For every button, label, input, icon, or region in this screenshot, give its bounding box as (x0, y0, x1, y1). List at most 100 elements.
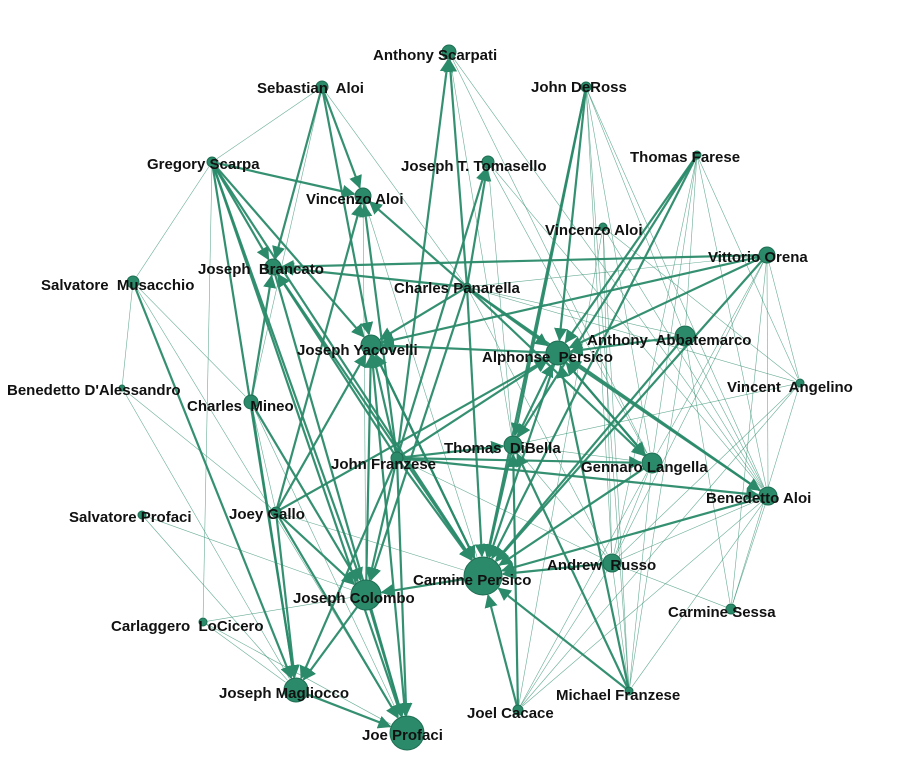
edge-franzese-colombo (365, 463, 397, 581)
node-panarella[interactable] (462, 282, 472, 292)
edge-michael-alphonse (556, 364, 630, 688)
thin-edge-abbatemarco-benedetto (689, 344, 764, 488)
node-orena[interactable] (758, 246, 776, 264)
node-label-langella: Gennaro Langella (581, 459, 708, 476)
edge-gallo-joe_profaci (277, 515, 399, 719)
edge-scarpa-vincenzo1 (216, 162, 356, 198)
node-yacovelli[interactable] (360, 334, 382, 356)
thin-edge-benedetto-sessa (732, 504, 766, 604)
thin-edge-farese-langella (653, 158, 697, 453)
thin-edge-farese-russo (613, 158, 697, 554)
node-label-panarella: Charles Panarella (394, 280, 521, 297)
edge-mineo-colombo (253, 407, 359, 583)
edge-benedetto-alphonse (567, 359, 762, 492)
node-farese[interactable] (692, 150, 702, 160)
node-label-orena: Vittorio Orena (708, 249, 808, 266)
node-label-gallo: Joey Gallo (229, 506, 305, 523)
edge-michael-carmine (497, 587, 627, 690)
edge-orena-brancato (280, 254, 760, 274)
thin-edge-scarpati-dibella (449, 58, 512, 436)
node-label-vincenzo1: Vincenzo Aloi (306, 191, 404, 208)
edge-sebastian_aloi-brancato (272, 92, 322, 260)
node-vincenzo1[interactable] (354, 187, 372, 205)
edge-colombo-magliocco (302, 606, 358, 681)
edge-cacace-dibella (506, 453, 521, 706)
node-scarpa[interactable] (206, 156, 218, 168)
node-abbatemarco[interactable] (674, 325, 696, 347)
edge-sebastian_aloi-vincenzo1 (323, 92, 362, 189)
thin-edge-dibella-langella (521, 445, 642, 462)
node-joe_profaci[interactable] (389, 715, 425, 751)
labels-layer: Anthony Scarpati Sebastian Aloi John DeRos… (7, 47, 853, 744)
edge-michael-dibella (516, 452, 629, 688)
node-dibella[interactable] (503, 435, 523, 455)
node-mineo[interactable] (243, 394, 259, 410)
node-label-carmine: Carmine Persico (413, 572, 531, 589)
node-scarpati[interactable] (441, 44, 457, 60)
thin-edge-panarella-angelino (470, 287, 796, 382)
node-tomasello[interactable] (481, 155, 495, 169)
thin-edge-sebastian_aloi-scarpa (216, 90, 318, 159)
node-label-russo: Andrew Russo (547, 557, 656, 574)
node-label-yacovelli: Joseph Yacovelli (297, 342, 418, 359)
edge-panarella-yacovelli (379, 288, 465, 341)
node-michael[interactable] (624, 686, 634, 696)
thin-edge-angelino-russo (618, 385, 798, 557)
node-label-franzese: John Franzese (331, 456, 436, 473)
thin-edge-mineo-gallo (252, 408, 275, 507)
thin-edge-dalessandro-magliocco (123, 390, 290, 679)
thin-edge-abbatemarco-sessa (686, 345, 731, 604)
edge-yacovelli-joe_profaci (370, 354, 411, 717)
node-gallo[interactable] (270, 506, 282, 518)
thin-edge-farese-abbatemarco (685, 158, 697, 326)
node-vincenzo2[interactable] (598, 222, 608, 232)
node-label-cacace: Joel Cacace (467, 705, 554, 722)
edge-orena-carmine (495, 260, 763, 562)
edge-dibella-alphonse (516, 363, 554, 438)
nodes-layer (118, 44, 805, 751)
node-langella[interactable] (641, 452, 663, 474)
node-dalessandro[interactable] (118, 384, 126, 392)
thin-edge-benedetto-cacace (522, 501, 762, 707)
edge-franzese-scarpati (396, 58, 454, 453)
edge-panarella-tomasello (466, 167, 492, 284)
thin-edge-orena-langella (657, 261, 764, 454)
node-franzese[interactable] (390, 451, 404, 465)
node-alphonse[interactable] (545, 340, 571, 366)
node-deross[interactable] (580, 81, 592, 93)
edge-scarpa-yacovelli (214, 165, 365, 338)
node-label-locicero: Carlaggero LoCicero (111, 618, 264, 635)
thin-edge-sebastian_aloi-mineo (252, 92, 321, 395)
node-benedetto[interactable] (758, 486, 778, 506)
node-sebastian_aloi[interactable] (315, 80, 329, 94)
node-sessa[interactable] (725, 603, 737, 615)
edge-brancato-carmine (276, 272, 473, 561)
thin-edge-farese-angelino (698, 158, 799, 379)
node-angelino[interactable] (795, 378, 805, 388)
node-colombo[interactable] (350, 579, 382, 611)
node-musacchio[interactable] (126, 275, 140, 289)
node-carmine[interactable] (463, 556, 503, 596)
edge-franzese-benedetto (402, 457, 760, 501)
thin-edge-scarpati-benedetto (452, 57, 763, 489)
edge-scarpa-joe_profaci (212, 166, 404, 718)
node-magliocco[interactable] (283, 677, 309, 703)
node-label-sebastian_aloi: Sebastian Aloi (257, 80, 364, 97)
thin-edge-deross-abbatemarco (587, 91, 682, 326)
thin-edge-dalessandro-gallo (124, 389, 272, 509)
node-brancato[interactable] (264, 258, 282, 276)
node-label-dalessandro: Benedetto D'Alessandro (7, 382, 181, 399)
node-profaci_s[interactable] (137, 510, 147, 520)
thin-edge-tomasello-dibella (488, 167, 513, 436)
node-locicero[interactable] (198, 617, 208, 627)
edge-deross-dibella (510, 91, 587, 437)
node-russo[interactable] (602, 553, 622, 573)
thin-edge-russo-langella (615, 473, 649, 555)
edge-magliocco-joe_profaci (306, 693, 392, 729)
thin-edge-orena-russo (616, 261, 764, 555)
thin-edge-russo-michael (612, 571, 629, 687)
node-label-benedetto: Benedetto Aloi (706, 490, 811, 507)
thin-edge-panarella-russo (468, 290, 608, 555)
edge-abbatemarco-carmine (495, 342, 680, 562)
node-cacace[interactable] (512, 704, 524, 716)
